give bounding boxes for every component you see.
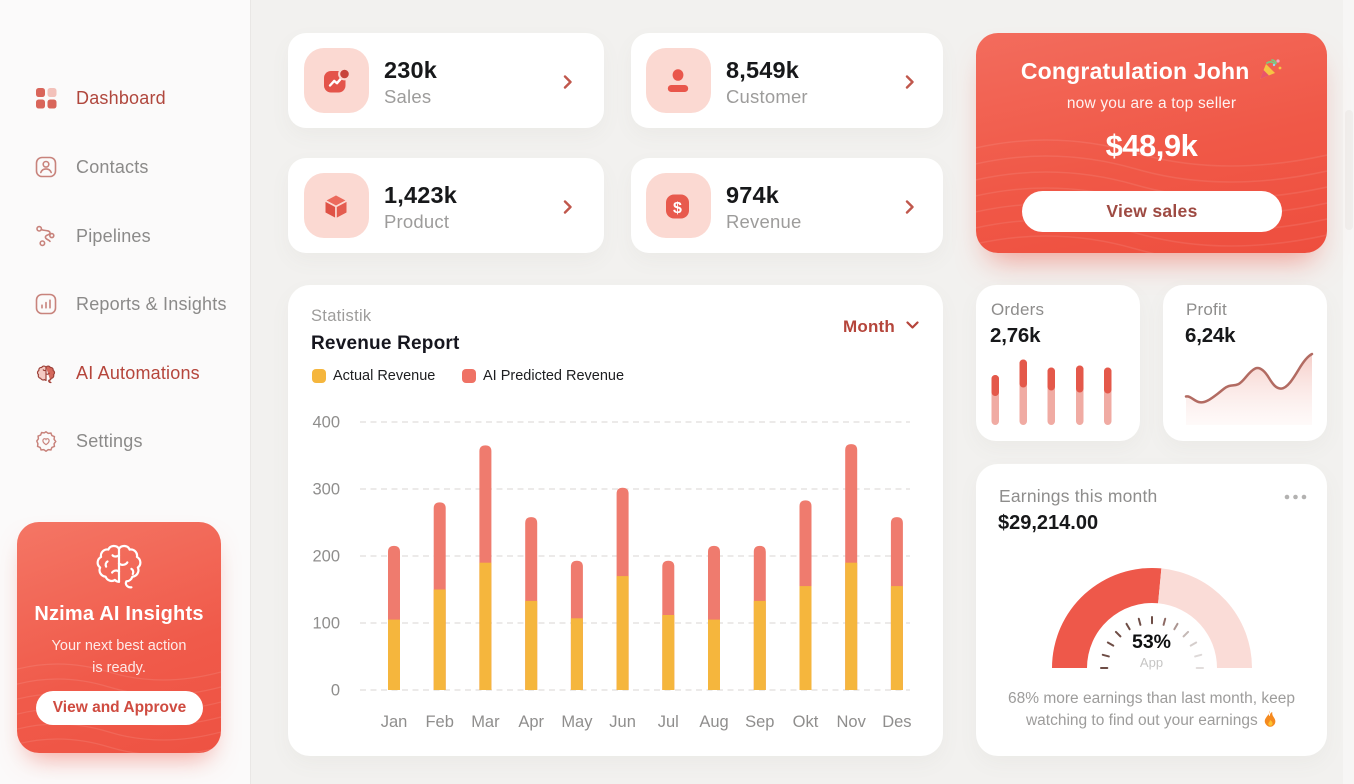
svg-text:Aug: Aug — [699, 713, 728, 731]
svg-text:400: 400 — [312, 414, 340, 432]
svg-text:May: May — [561, 713, 593, 731]
svg-text:0: 0 — [331, 682, 340, 700]
svg-text:Apr: Apr — [518, 713, 544, 731]
svg-text:Jun: Jun — [609, 713, 636, 731]
svg-text:Jan: Jan — [381, 713, 408, 731]
svg-text:$: $ — [673, 200, 682, 217]
svg-text:Jul: Jul — [658, 713, 679, 731]
svg-text:Sep: Sep — [745, 713, 774, 731]
svg-text:100: 100 — [312, 615, 340, 633]
svg-text:Mar: Mar — [471, 713, 500, 731]
svg-text:Nov: Nov — [837, 713, 867, 731]
svg-text:Feb: Feb — [425, 713, 453, 731]
svg-text:300: 300 — [312, 481, 340, 499]
svg-text:Des: Des — [882, 713, 911, 731]
svg-text:200: 200 — [312, 548, 340, 566]
svg-text:Okt: Okt — [793, 713, 819, 731]
